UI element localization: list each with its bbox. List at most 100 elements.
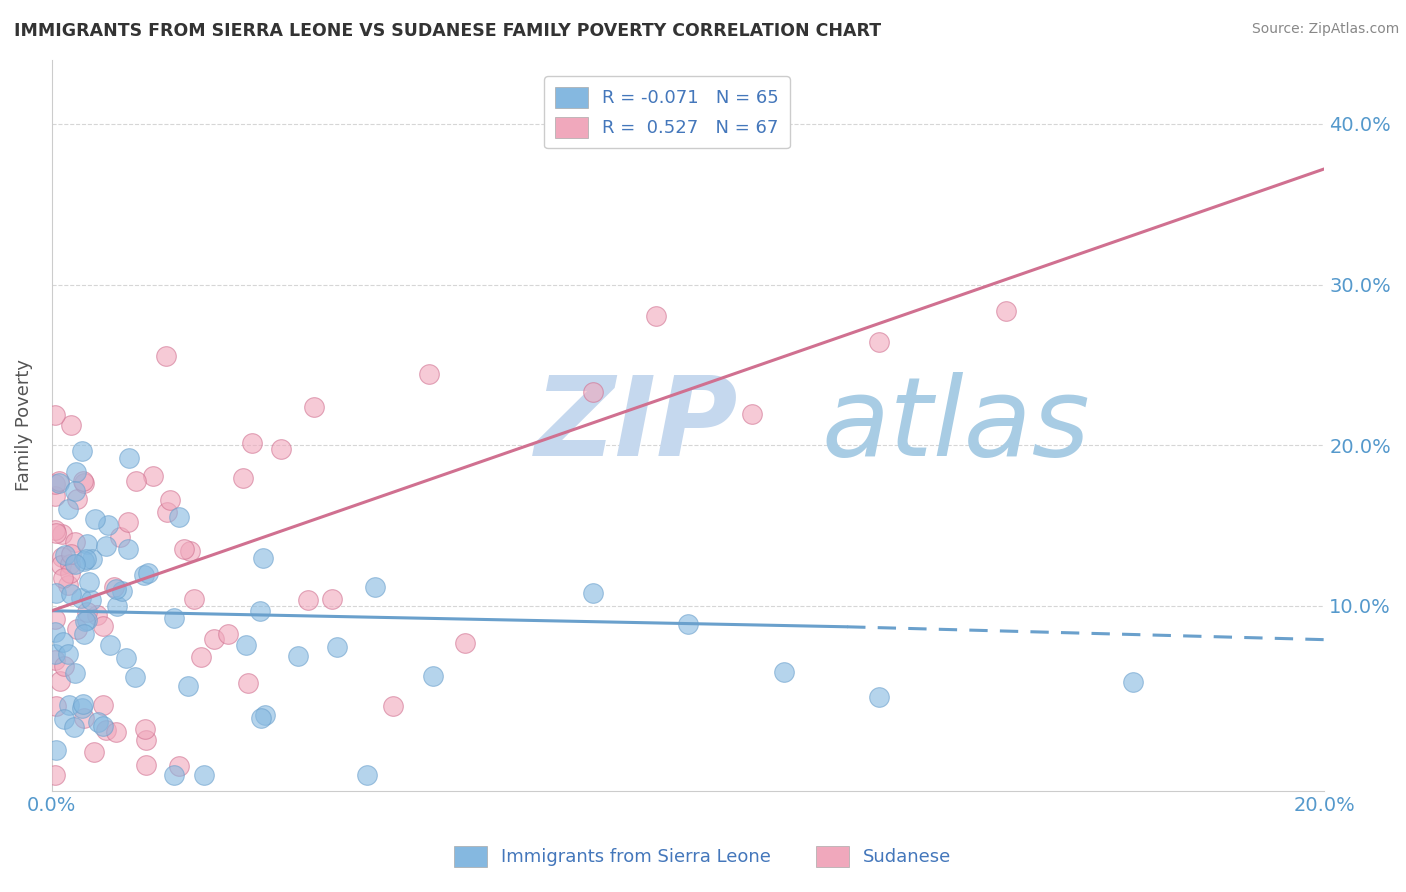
Point <box>868 334 890 349</box>
Point <box>115 651 138 665</box>
Point <box>44 524 66 538</box>
Point <box>72 474 94 488</box>
Point <box>76 605 98 619</box>
Point <box>79 575 101 590</box>
Point <box>66 622 89 636</box>
Point <box>422 669 444 683</box>
Point <box>73 615 96 629</box>
Point <box>270 442 292 456</box>
Point <box>249 604 271 618</box>
Point <box>44 476 66 491</box>
Point <box>72 711 94 725</box>
Point <box>645 309 668 323</box>
Point <box>91 719 114 733</box>
Point <box>454 636 477 650</box>
Point <box>124 670 146 684</box>
Point <box>80 593 103 607</box>
Point <box>84 512 107 526</box>
Point <box>202 632 225 647</box>
Point <box>134 722 156 736</box>
Point <box>44 699 66 714</box>
Point <box>136 566 159 580</box>
Point <box>772 665 794 680</box>
Point <box>63 534 86 549</box>
Point <box>96 539 118 553</box>
Point <box>155 349 177 363</box>
Point <box>134 568 156 582</box>
Text: ZIP: ZIP <box>536 372 738 479</box>
Point <box>91 619 114 633</box>
Point <box>118 451 141 466</box>
Point <box>48 475 70 490</box>
Point <box>135 758 157 772</box>
Point <box>167 759 190 773</box>
Point <box>76 613 98 627</box>
Point <box>183 591 205 606</box>
Point <box>142 468 165 483</box>
Point <box>51 549 73 564</box>
Point <box>252 550 274 565</box>
Point <box>163 610 186 624</box>
Point <box>63 720 86 734</box>
Point <box>868 690 890 704</box>
Point <box>103 581 125 595</box>
Point <box>45 525 67 540</box>
Point <box>72 444 94 458</box>
Text: Source: ZipAtlas.com: Source: ZipAtlas.com <box>1251 22 1399 37</box>
Point <box>44 625 66 640</box>
Point <box>75 552 97 566</box>
Point <box>44 652 66 666</box>
Point <box>66 492 89 507</box>
Point <box>45 743 67 757</box>
Point <box>676 616 699 631</box>
Text: atlas: atlas <box>821 372 1090 479</box>
Point <box>253 707 276 722</box>
Point <box>56 501 79 516</box>
Point <box>287 648 309 663</box>
Point <box>44 409 66 423</box>
Point <box>382 699 405 714</box>
Point <box>44 647 66 661</box>
Point <box>97 518 120 533</box>
Point <box>94 723 117 738</box>
Point <box>65 484 87 499</box>
Point <box>44 767 66 781</box>
Point <box>235 638 257 652</box>
Point <box>65 557 87 571</box>
Point <box>72 476 94 491</box>
Point <box>167 510 190 524</box>
Point <box>356 767 378 781</box>
Point <box>238 675 260 690</box>
Point <box>1122 675 1144 690</box>
Point <box>108 530 131 544</box>
Point <box>72 701 94 715</box>
Point <box>83 745 105 759</box>
Point <box>581 585 603 599</box>
Point <box>98 638 121 652</box>
Point <box>418 367 440 381</box>
Point <box>135 733 157 747</box>
Point <box>231 471 253 485</box>
Point <box>72 626 94 640</box>
Legend: Immigrants from Sierra Leone, Sudanese: Immigrants from Sierra Leone, Sudanese <box>447 838 959 874</box>
Point <box>117 542 139 557</box>
Point <box>72 697 94 711</box>
Point <box>49 673 72 688</box>
Point <box>51 527 73 541</box>
Point <box>177 679 200 693</box>
Point <box>53 659 76 673</box>
Text: IMMIGRANTS FROM SIERRA LEONE VS SUDANESE FAMILY POVERTY CORRELATION CHART: IMMIGRANTS FROM SIERRA LEONE VS SUDANESE… <box>14 22 882 40</box>
Point <box>82 552 104 566</box>
Point <box>364 580 387 594</box>
Point <box>156 505 179 519</box>
Point <box>59 587 82 601</box>
Point <box>58 647 80 661</box>
Point <box>56 578 79 592</box>
Legend: R = -0.071   N = 65, R =  0.527   N = 67: R = -0.071 N = 65, R = 0.527 N = 67 <box>544 76 790 148</box>
Point <box>58 698 80 713</box>
Point <box>249 711 271 725</box>
Point <box>159 493 181 508</box>
Point <box>125 474 148 488</box>
Point <box>49 558 72 572</box>
Point <box>52 571 75 585</box>
